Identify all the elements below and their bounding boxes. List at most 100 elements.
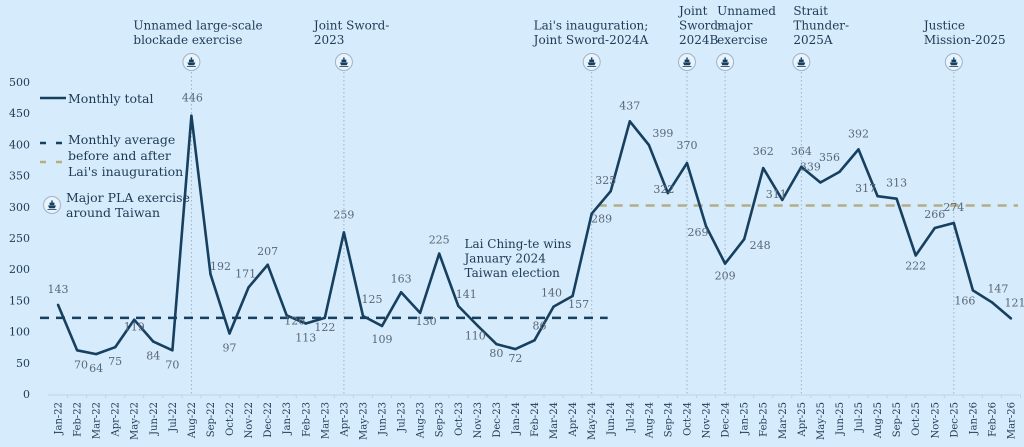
- data-label: 311: [766, 188, 787, 201]
- data-point: [1009, 317, 1013, 320]
- exercise-label: Unnamed: [717, 4, 776, 18]
- data-point: [800, 165, 803, 169]
- data-point: [399, 291, 403, 294]
- x-tick-label: Feb-22: [73, 402, 84, 437]
- data-point: [323, 316, 327, 320]
- legend-label-avg-1: Monthly average: [68, 132, 175, 147]
- data-label: 192: [210, 260, 231, 273]
- data-point: [113, 346, 117, 349]
- annotation-election: Lai Ching-te wins: [465, 237, 572, 251]
- data-point: [75, 349, 79, 352]
- x-tick-label: Oct-22: [225, 402, 236, 436]
- x-tick-label: Feb-26: [987, 402, 998, 437]
- legend: Monthly total Monthly average before and…: [40, 91, 190, 220]
- x-tick-label: Jul-24: [625, 402, 636, 433]
- exercise-label: Mission-2025: [924, 33, 1006, 47]
- data-point: [685, 161, 689, 165]
- exercise-label: 2024B: [679, 33, 719, 47]
- x-tick-label: Sep-23: [435, 402, 446, 437]
- exercise-label: Unnamed large-scale: [133, 19, 262, 33]
- data-point: [133, 318, 136, 321]
- data-label: 122: [314, 321, 335, 334]
- data-point: [266, 263, 269, 267]
- x-axis: Jan-22 Feb-22 Mar-22 Apr-22 May-22 Jun-22 Jul-…: [48, 394, 1021, 440]
- data-label: 166: [954, 294, 975, 307]
- x-tick-label: Mar-24: [549, 402, 560, 439]
- x-tick-label: Jun-23: [378, 402, 389, 436]
- data-label: 113: [295, 331, 316, 344]
- data-label: 313: [886, 177, 907, 190]
- x-tick-label: Jun-24: [606, 402, 617, 436]
- x-tick-label: Jul-25: [854, 402, 865, 433]
- x-tick-label: Apr-22: [111, 402, 122, 438]
- ship-icon: [334, 53, 353, 71]
- data-label: 370: [676, 139, 697, 152]
- data-point: [628, 120, 631, 123]
- data-label: 325: [595, 174, 616, 187]
- data-label: 64: [89, 362, 103, 375]
- data-point: [914, 254, 917, 257]
- data-point: [666, 191, 670, 195]
- data-point: [304, 322, 307, 325]
- data-label: 269: [688, 226, 709, 239]
- legend-label-avg-2: before and after: [68, 148, 171, 163]
- y-tick-label: 400: [9, 138, 30, 151]
- x-tick-label: Apr-24: [568, 402, 579, 438]
- x-tick-label: Jun-25: [835, 402, 846, 436]
- x-tick-label: Jan-25: [740, 402, 751, 436]
- data-label: 207: [257, 245, 278, 258]
- data-point: [476, 324, 479, 327]
- data-label: 157: [568, 298, 589, 311]
- data-point: [380, 324, 384, 328]
- ship-icon: [182, 53, 201, 71]
- ship-icon: [944, 53, 963, 71]
- data-label: 399: [652, 127, 673, 140]
- data-point: [56, 303, 60, 306]
- exercise-label: exercise: [717, 33, 768, 47]
- x-tick-label: Jul-22: [168, 402, 179, 433]
- data-label: 392: [848, 127, 869, 140]
- exercise-label: Joint Sword-: [312, 19, 389, 33]
- x-tick-label: Jan-22: [54, 402, 65, 436]
- y-tick-label: 250: [9, 232, 30, 245]
- exercise-label: Justice: [922, 19, 965, 33]
- data-point: [495, 342, 498, 346]
- data-point: [952, 221, 956, 225]
- x-tick-label: Nov-22: [244, 402, 255, 439]
- data-point: [247, 286, 250, 289]
- data-label: 75: [108, 355, 122, 368]
- exercise-label: Lai's inauguration;: [534, 19, 649, 33]
- x-tick-label: Feb-24: [530, 402, 541, 437]
- y-tick-label: 0: [23, 388, 30, 401]
- x-tick-label: May-25: [816, 402, 827, 440]
- data-point: [533, 339, 536, 342]
- data-point: [990, 301, 994, 304]
- x-tick-label: Apr-25: [797, 402, 808, 438]
- legend-label-avg-3: Lai's inauguration: [68, 164, 183, 179]
- exercise-label: 2025A: [793, 33, 833, 47]
- data-label: 121: [1005, 296, 1024, 309]
- data-label: 356: [819, 151, 840, 164]
- series: [56, 114, 1013, 356]
- x-tick-label: Nov-23: [473, 402, 484, 439]
- annotation-election: Taiwan election: [465, 266, 561, 280]
- y-tick-label: 100: [9, 326, 30, 339]
- data-point: [895, 197, 898, 200]
- ship-icon: [582, 53, 601, 71]
- data-point: [590, 212, 593, 215]
- data-point: [762, 166, 765, 170]
- data-label: 109: [372, 333, 393, 346]
- exercise-label: blockade exercise: [133, 33, 242, 47]
- x-tick-label: May-23: [358, 402, 369, 440]
- exercise-label: 2023: [314, 33, 345, 47]
- data-point: [514, 347, 517, 351]
- data-point: [438, 252, 441, 255]
- data-point: [209, 272, 212, 276]
- data-point: [781, 198, 784, 202]
- data-label: 364: [791, 145, 812, 158]
- data-label: 163: [391, 272, 412, 285]
- x-tick-label: Sep-25: [892, 402, 903, 437]
- x-tick-label: Dec-25: [949, 402, 960, 438]
- x-tick-label: Jan-23: [282, 402, 293, 436]
